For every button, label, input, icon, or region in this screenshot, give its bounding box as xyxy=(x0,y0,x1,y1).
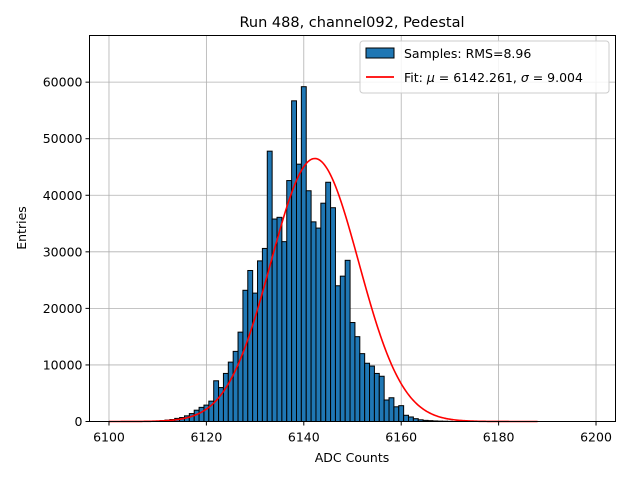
legend-fit-label: Fit: μ = 6142.261, σ = 9.004 xyxy=(404,70,583,85)
histogram-bar xyxy=(232,350,239,422)
histogram-bar xyxy=(359,353,366,422)
y-tick-label: 60000 xyxy=(43,75,83,90)
histogram-bar xyxy=(325,181,332,422)
y-tick-label: 20000 xyxy=(43,301,83,316)
histogram-bar xyxy=(222,372,229,422)
histogram-bar xyxy=(373,372,380,422)
y-tick-label: 40000 xyxy=(43,188,83,203)
histogram-bar xyxy=(354,336,361,422)
y-tick-label: 10000 xyxy=(43,357,83,372)
chart-title: Run 488, channel092, Pedestal xyxy=(239,15,464,31)
legend-hist-swatch xyxy=(365,47,395,59)
histogram-bar xyxy=(305,190,312,422)
histogram-bar xyxy=(286,180,293,422)
legend-hist-label: Samples: RMS=8.96 xyxy=(404,46,531,61)
histogram-bar xyxy=(261,247,268,422)
histogram-bar xyxy=(242,289,249,422)
y-axis-ticks: 0 10000 20000 30000 40000 50000 60000 xyxy=(43,75,90,429)
histogram-bar xyxy=(383,399,390,422)
y-axis-label: Entries xyxy=(14,206,29,250)
x-tick-label: 6100 xyxy=(93,430,125,445)
plot-frame xyxy=(89,35,616,422)
histogram-bar xyxy=(237,331,244,422)
histogram-bar xyxy=(408,416,414,423)
histogram-bar xyxy=(257,260,263,422)
histogram-bar xyxy=(310,221,317,422)
histogram-bar xyxy=(378,375,385,422)
fit-curve xyxy=(108,157,538,423)
histogram-bar xyxy=(281,241,288,422)
y-tick-label: 0 xyxy=(75,414,83,429)
legend-box xyxy=(359,40,610,94)
histogram-bar xyxy=(334,285,341,422)
x-tick-label: 6200 xyxy=(580,430,612,445)
histogram-bar xyxy=(227,361,234,423)
legend: Samples: RMS=8.96 Fit: μ = 6142.261, σ =… xyxy=(359,40,610,94)
x-axis-ticks: 6100 6120 6140 6160 6180 6200 xyxy=(93,421,612,445)
histogram-bar xyxy=(403,414,410,422)
histogram-bar xyxy=(276,216,283,422)
y-tick-label: 50000 xyxy=(43,131,83,146)
histogram-bar xyxy=(198,406,205,423)
histogram-bar xyxy=(291,100,297,422)
histogram-bar xyxy=(398,405,405,422)
histogram-bar xyxy=(247,269,254,422)
histogram-bar xyxy=(330,207,336,422)
histogram-bar xyxy=(295,163,302,423)
histogram-bar xyxy=(349,322,356,422)
histogram-bar xyxy=(393,406,400,422)
x-tick-label: 6160 xyxy=(385,430,417,445)
x-axis-label: ADC Counts xyxy=(315,450,390,465)
histogram-bar xyxy=(320,202,327,422)
histogram-bar xyxy=(344,259,351,423)
x-tick-label: 6180 xyxy=(483,430,515,445)
histogram-bar xyxy=(266,150,273,423)
histogram-bar xyxy=(315,227,322,422)
histogram-bar xyxy=(388,397,395,422)
histogram-bar xyxy=(364,362,371,422)
histogram-bar xyxy=(300,86,307,423)
fit-curve-layer xyxy=(108,157,538,423)
histogram-bar xyxy=(369,365,375,423)
x-tick-label: 6140 xyxy=(288,430,320,445)
y-tick-label: 30000 xyxy=(43,244,83,259)
x-tick-label: 6120 xyxy=(190,430,222,445)
histogram-bar xyxy=(339,275,346,422)
